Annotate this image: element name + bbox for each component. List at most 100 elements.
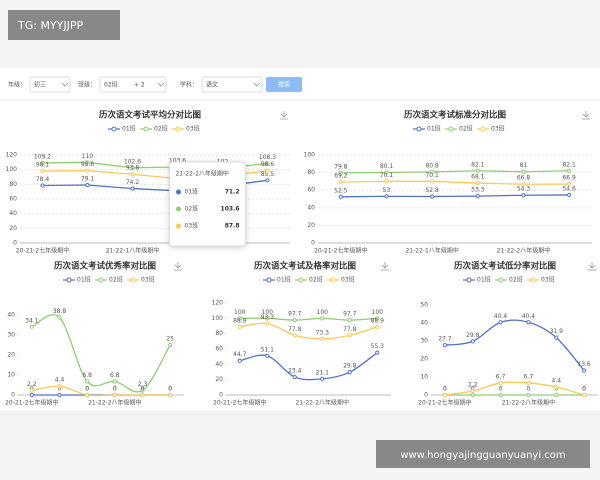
series-line: [340, 180, 570, 185]
data-label: 66.8: [517, 175, 531, 182]
data-point: [130, 186, 135, 191]
data-label: 100: [372, 309, 384, 316]
legend-label: 01班: [277, 276, 291, 284]
select[interactable]: [99, 76, 167, 93]
data-label: 0: [85, 386, 89, 393]
tooltip-name: 03班: [185, 222, 199, 230]
series-line: [444, 319, 585, 371]
legend-dot: [111, 126, 117, 132]
data-label: 97.7: [288, 311, 302, 318]
data-point: [40, 160, 45, 166]
caret: [157, 82, 165, 87]
data-point: [338, 170, 343, 175]
legend-label: 02班: [154, 125, 168, 133]
data-point: [320, 316, 325, 321]
search-button[interactable]: [266, 77, 302, 92]
data-point: [526, 392, 531, 398]
y-tick-label: 0: [219, 392, 223, 399]
data-point: [85, 182, 90, 188]
data-label: 103.6: [169, 158, 186, 165]
data-label: 25: [166, 336, 174, 343]
y-tick-label: 20: [215, 376, 223, 383]
data-label: 80.1: [380, 163, 394, 170]
legend-dot: [480, 126, 486, 132]
select[interactable]: [201, 76, 263, 93]
data-label: 0: [113, 386, 117, 393]
legend-label: 02班: [509, 276, 523, 284]
data-label: 0: [582, 386, 586, 393]
y-tick-label: 20: [420, 356, 428, 363]
data-label: 98.6: [81, 161, 95, 168]
data-label: 0: [499, 386, 503, 393]
caret: [61, 82, 69, 87]
y-tick-label: 120: [6, 152, 18, 159]
legend-label: 01班: [77, 276, 91, 284]
data-point: [265, 168, 270, 173]
data-point: [85, 392, 90, 398]
data-label: 40.4: [494, 313, 508, 320]
download-icon[interactable]: [174, 262, 182, 271]
data-label: 53.3: [471, 187, 485, 194]
data-label: 102.6: [124, 158, 141, 165]
data-point: [567, 192, 572, 198]
filter-label: 学科：: [180, 81, 198, 89]
chart-title: 历次语文考试平均分对比图: [99, 110, 201, 121]
download-icon[interactable]: [381, 262, 389, 271]
y-tick-label: 20: [7, 352, 15, 359]
y-tick-label: 60: [9, 196, 17, 203]
filter-label: 班级：: [78, 81, 96, 89]
download-icon[interactable]: [588, 262, 596, 271]
data-label: 0: [443, 386, 447, 393]
legend-dot: [143, 126, 149, 132]
search-label[interactable]: 搜索: [278, 81, 290, 89]
data-point: [140, 388, 145, 393]
data-point: [567, 182, 572, 187]
tooltip-dot: [176, 189, 181, 195]
select-extra[interactable]: + 2: [134, 82, 145, 89]
data-label: 100: [234, 309, 246, 316]
x-tick-label: 20-21-2七年级期中: [5, 399, 58, 407]
x-tick-label: 21-22-2八年级期中: [296, 399, 349, 407]
select-value[interactable]: 02班: [104, 81, 118, 89]
data-label: 79.8: [334, 163, 348, 170]
legend-dot: [330, 277, 336, 283]
legend-label: 03班: [341, 276, 355, 284]
download-icon[interactable]: [280, 111, 288, 120]
legend-label: 02班: [459, 125, 473, 133]
data-point: [475, 168, 480, 173]
data-point: [320, 336, 325, 341]
series-line: [444, 381, 585, 396]
select[interactable]: [29, 76, 71, 93]
data-point: [554, 392, 559, 398]
data-point: [237, 358, 242, 363]
data-point: [168, 342, 173, 348]
download-icon[interactable]: [582, 111, 590, 120]
data-label: 100: [262, 309, 274, 316]
data-point: [85, 168, 90, 173]
legend-label: 02班: [109, 276, 123, 284]
data-point: [375, 324, 380, 329]
data-label: 88.9: [233, 317, 247, 324]
data-point: [40, 183, 45, 188]
data-label: 100: [317, 309, 329, 316]
data-point: [384, 194, 389, 199]
data-label: 66.9: [562, 175, 576, 182]
y-tick-label: 80: [9, 181, 17, 188]
data-point: [521, 193, 526, 198]
y-tick-label: 100: [212, 315, 224, 322]
data-label: 54.6: [562, 185, 576, 192]
legend-dot: [130, 277, 136, 283]
y-tick-label: 60: [215, 346, 223, 353]
data-point: [265, 161, 270, 166]
select-value[interactable]: 语文: [206, 81, 218, 89]
data-point: [57, 392, 62, 398]
data-label: 54.3: [517, 186, 531, 193]
tooltip-value: 71.2: [225, 189, 240, 196]
tooltip: [169, 161, 246, 247]
panel: [0, 68, 600, 410]
y-tick-label: 100: [304, 152, 316, 159]
select-value[interactable]: 初三: [34, 81, 46, 89]
data-point: [40, 168, 45, 174]
data-label: 70.1: [425, 172, 439, 179]
tooltip-name: 01班: [185, 188, 199, 196]
